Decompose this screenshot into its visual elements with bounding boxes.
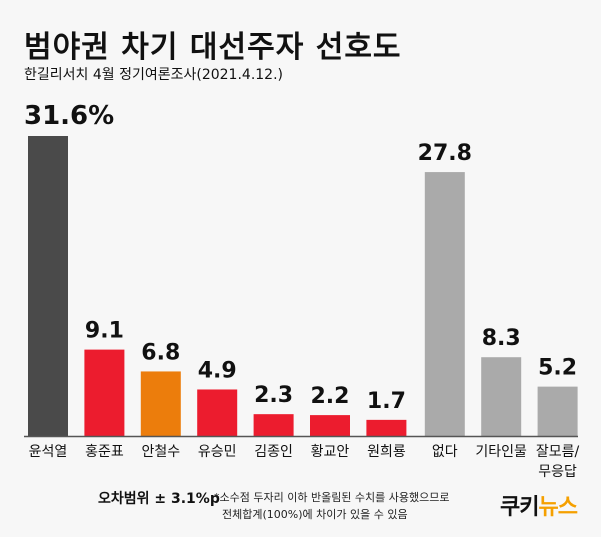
- footnote: *소수점 두자리 이하 반올림된 수치를 사용했으므로 전체합계(100%)에 …: [214, 489, 450, 523]
- data-label: 6.8: [141, 340, 180, 365]
- data-label: 2.2: [311, 384, 350, 409]
- bar: [253, 414, 294, 436]
- category-label: 잘모름/: [536, 444, 580, 460]
- bar: [197, 389, 238, 436]
- data-label: 9.1: [85, 319, 124, 344]
- category-label: 없다: [432, 444, 458, 460]
- data-label: 5.2: [538, 356, 577, 381]
- subtitle: 한길리서치 4월 정기여론조사(2021.4.12.): [24, 67, 283, 83]
- category-label: 기타인물: [475, 444, 527, 460]
- category-label: 윤석열: [29, 444, 68, 460]
- category-label: 원희룡: [367, 444, 406, 460]
- data-label: 31.6%: [24, 101, 114, 131]
- bar: [366, 419, 407, 436]
- category-label: 무응답: [538, 464, 577, 480]
- category-label: 안철수: [141, 444, 180, 460]
- data-label: 8.3: [482, 326, 521, 351]
- data-label: 27.8: [418, 141, 472, 166]
- bar: [424, 172, 465, 437]
- margin-of-error: 오차범위 ± 3.1%p: [98, 491, 220, 507]
- footnote-line: 전체합계(100%)에 차이가 있을 수 있음: [222, 508, 408, 521]
- logo: 쿠키뉴스: [500, 489, 578, 521]
- logo-part: 뉴스: [538, 495, 577, 520]
- data-label: 1.7: [367, 389, 406, 414]
- data-label: 4.9: [198, 358, 237, 383]
- bar: [481, 357, 522, 436]
- bar: [28, 136, 68, 436]
- category-label: 김종인: [254, 444, 293, 460]
- category-label: 홍준표: [85, 444, 124, 460]
- data-label: 2.3: [254, 383, 293, 408]
- bar: [310, 415, 350, 436]
- page-title: 범야권 차기 대선주자 선호도: [24, 30, 402, 65]
- bar: [140, 371, 181, 436]
- logo-part: 쿠키: [500, 495, 539, 520]
- category-label: 유승민: [198, 444, 237, 460]
- bar: [537, 386, 578, 436]
- category-label: 황교안: [311, 444, 350, 460]
- footnote-line: *소수점 두자리 이하 반올림된 수치를 사용했으므로: [214, 491, 450, 504]
- bar: [84, 349, 125, 436]
